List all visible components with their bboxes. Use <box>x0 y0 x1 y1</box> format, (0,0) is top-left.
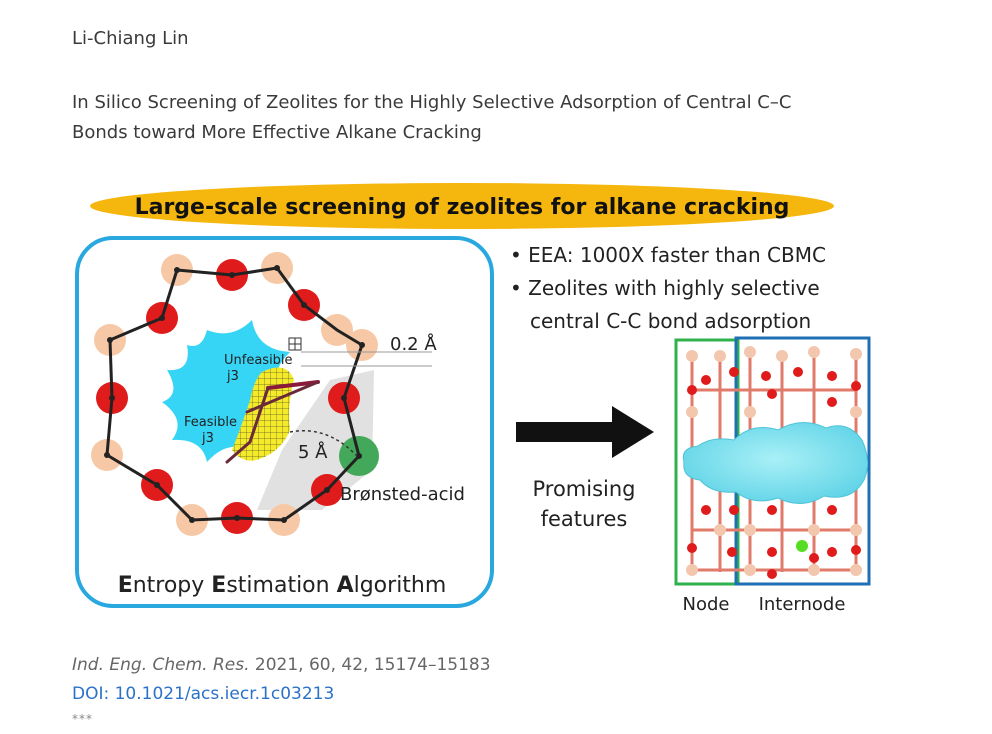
arrow-icon <box>516 406 654 458</box>
citation: Ind. Eng. Chem. Res. 2021, 60, 42, 15174… <box>72 655 491 675</box>
title-line-2: Bonds toward More Effective Alkane Crack… <box>72 122 482 143</box>
feasible-grid-region <box>232 367 294 461</box>
doi-link[interactable]: DOI: 10.1021/acs.iecr.1c03213 <box>72 684 335 704</box>
article-title: In Silico Screening of Zeolites for the … <box>72 88 872 148</box>
eea-label: Entropy Estimation Algorithm <box>118 573 447 598</box>
internode-label: Internode <box>759 594 846 615</box>
eea-a: A <box>337 573 354 598</box>
node-label: Node <box>683 594 730 615</box>
acid-site-atom <box>796 540 808 552</box>
dist-small-label: 0.2 Å <box>390 333 437 355</box>
bullet-selective-cont: central C-C bond adsorption <box>530 309 811 333</box>
eea-rest2: stimation <box>226 573 336 598</box>
bullet-selective: • Zeolites with highly selective <box>510 276 820 300</box>
unfeasible-label: Unfeasible <box>224 353 293 368</box>
dist-large-label: 5 Å <box>298 441 328 463</box>
features-label: features <box>541 507 628 531</box>
separator: *** <box>72 712 93 726</box>
graphical-abstract: Large-scale screening of zeolites for al… <box>75 183 871 615</box>
citation-details: 2021, 60, 42, 15174–15183 <box>249 655 491 675</box>
unfeasible-j3-label: j3 <box>226 369 239 384</box>
alkane-molecule <box>225 380 320 464</box>
eea-rest3: lgorithm <box>354 573 447 598</box>
bullet-speed: • EEA: 1000X faster than CBMC <box>510 243 826 267</box>
bronsted-acid-label: Brønsted-acid <box>340 484 465 505</box>
feasible-j3-label: j3 <box>201 431 214 446</box>
promising-label: Promising <box>532 477 635 501</box>
banner-background <box>90 183 834 229</box>
adsorption-cloud <box>682 422 868 504</box>
pore-region <box>162 320 290 462</box>
title-line-1: In Silico Screening of Zeolites for the … <box>72 92 792 113</box>
author-name: Li-Chiang Lin <box>72 28 189 49</box>
eea-e2: E <box>211 573 226 598</box>
dashed-boundary <box>289 430 358 457</box>
eea-e1: E <box>118 573 133 598</box>
channel-structure <box>674 336 871 586</box>
feasible-label: Feasible <box>184 415 237 430</box>
zeolite-ring <box>91 252 379 536</box>
eea-rest1: ntropy <box>133 573 212 598</box>
citation-journal: Ind. Eng. Chem. Res. <box>72 655 250 675</box>
banner-text: Large-scale screening of zeolites for al… <box>135 195 790 220</box>
